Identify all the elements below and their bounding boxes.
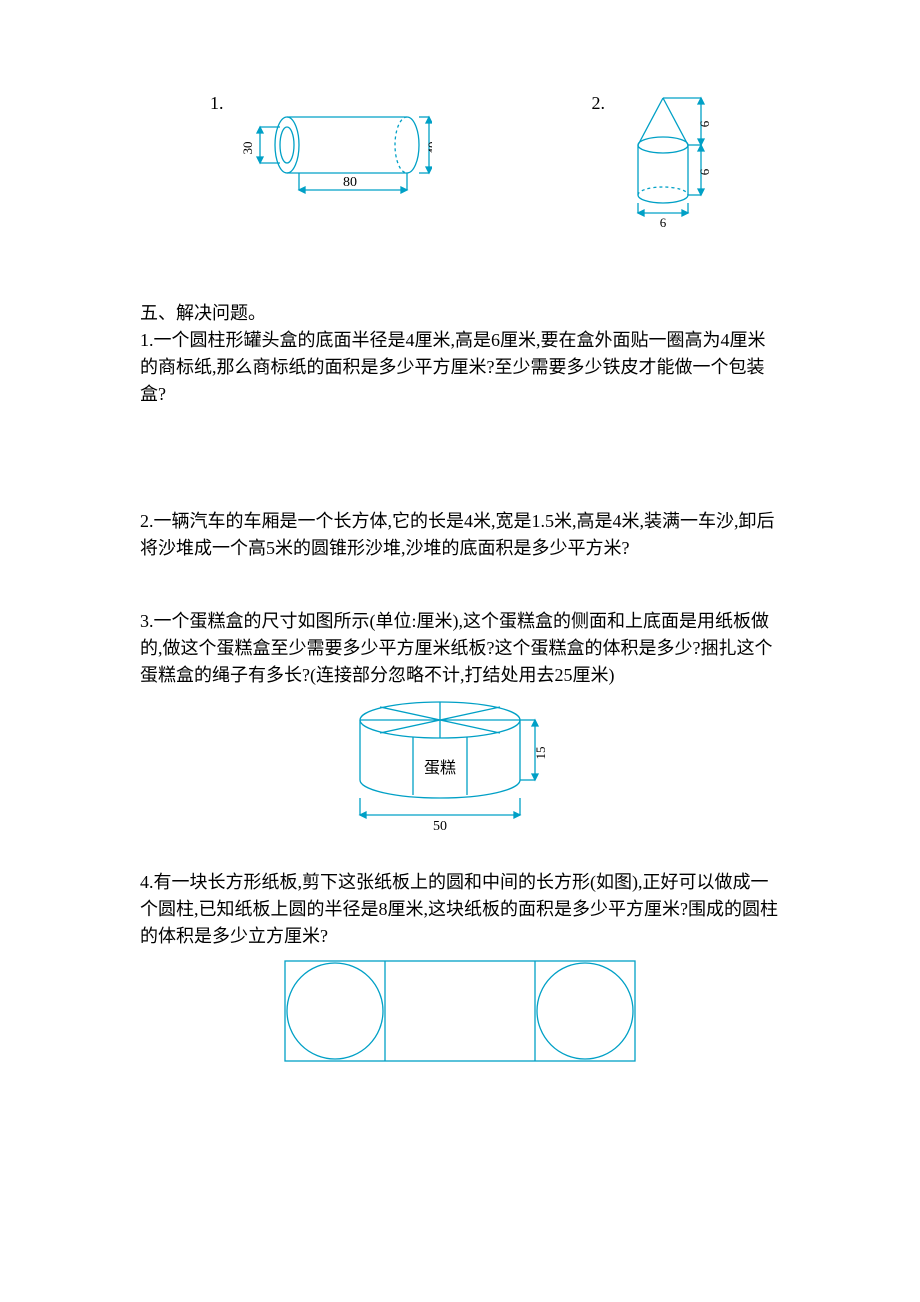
pipe-diagram: 30 40 80 <box>242 90 432 210</box>
figure-number-2: 2. <box>592 90 606 117</box>
problem-1-text: 1.一个圆柱形罐头盒的底面半径是4厘米,高是6厘米,要在盒外面贴一圈高为4厘米的… <box>140 327 780 408</box>
dim-40: 40 <box>425 142 432 155</box>
problem-4-text: 4.有一块长方形纸板,剪下这张纸板上的圆和中间的长方形(如图),正好可以做成一个… <box>140 869 780 950</box>
cone-cylinder-diagram: 6 6 6 <box>623 90 733 230</box>
dim-cone-6: 6 <box>697 120 712 127</box>
section-title: 五、解决问题。 <box>140 300 780 327</box>
dim-15: 15 <box>533 747 548 760</box>
cake-box-diagram: 蛋糕 15 50 <box>330 695 590 835</box>
problem-3: 3.一个蛋糕盒的尺寸如图所示(单位:厘米),这个蛋糕盒的侧面和上底面是用纸板做的… <box>140 608 780 835</box>
rect-circles-diagram <box>280 956 640 1066</box>
dim-80: 80 <box>343 175 357 190</box>
figure-number-1: 1. <box>210 90 224 117</box>
problem-3-text: 3.一个蛋糕盒的尺寸如图所示(单位:厘米),这个蛋糕盒的侧面和上底面是用纸板做的… <box>140 608 780 689</box>
page: 1. <box>0 90 920 1066</box>
dim-50: 50 <box>433 819 447 834</box>
cake-label: 蛋糕 <box>424 759 456 777</box>
dim-30: 30 <box>242 142 255 155</box>
figures-row: 1. <box>0 90 920 230</box>
problem-2: 2.一辆汽车的车厢是一个长方体,它的长是4米,宽是1.5米,高是4米,装满一车沙… <box>140 508 780 562</box>
dim-base-6: 6 <box>660 215 667 230</box>
problem-2-text: 2.一辆汽车的车厢是一个长方体,它的长是4米,宽是1.5米,高是4米,装满一车沙… <box>140 508 780 562</box>
dim-cyl-6: 6 <box>697 168 712 175</box>
problem-1: 1.一个圆柱形罐头盒的底面半径是4厘米,高是6厘米,要在盒外面贴一圈高为4厘米的… <box>140 327 780 408</box>
problem-4: 4.有一块长方形纸板,剪下这张纸板上的圆和中间的长方形(如图),正好可以做成一个… <box>140 869 780 1066</box>
text-block: 五、解决问题。 1.一个圆柱形罐头盒的底面半径是4厘米,高是6厘米,要在盒外面贴… <box>0 300 780 1066</box>
figure-2-wrap: 2. <box>592 90 734 230</box>
